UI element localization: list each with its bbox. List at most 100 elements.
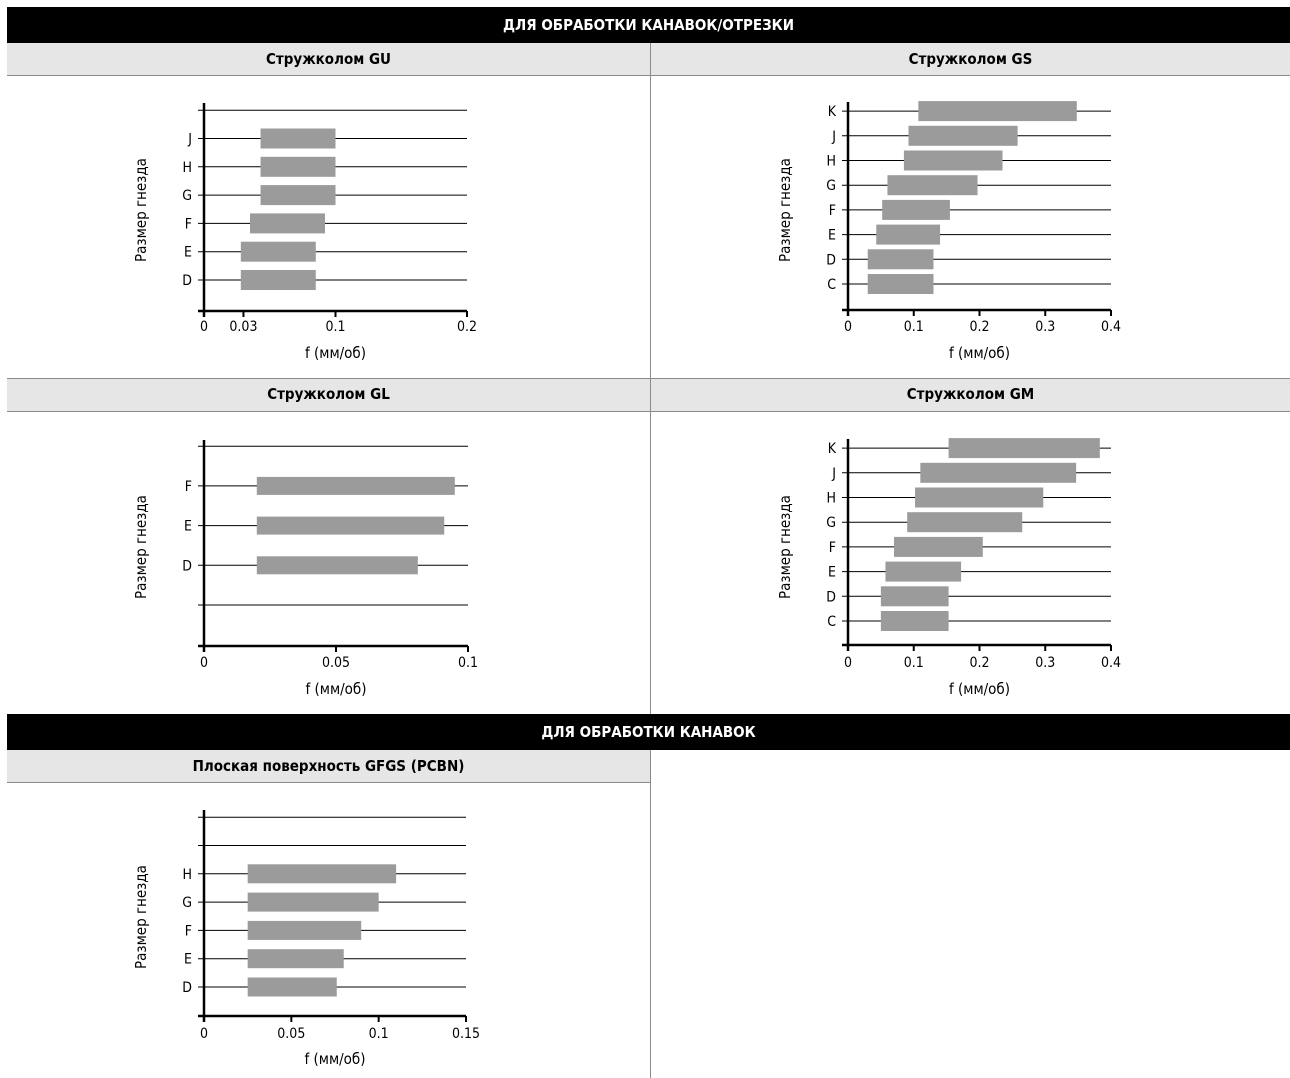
slot-label: C (827, 277, 836, 293)
chart-gl: D E F 0 0.05 0.1 f (мм/об) Размер гнезда (132, 440, 478, 698)
bar-c (880, 611, 949, 631)
panel-title: Стружколом GU (266, 50, 391, 68)
section-band-label: ДЛЯ ОБРАБОТКИ КАНАВОК (541, 723, 756, 741)
bar-j (908, 125, 1018, 146)
section-band-grooving: ДЛЯ ОБРАБОТКИ КАНАВОК (7, 714, 1290, 750)
x-tick-label: 0.1 (369, 1026, 389, 1042)
x-axis-label: f (мм/об) (949, 680, 1010, 698)
x-tick-label: 0 (200, 319, 208, 335)
slot-label: G (182, 895, 192, 911)
panel-header-gm: Стружколом GM (651, 378, 1290, 411)
bar-f (256, 476, 455, 495)
slot-label: C (827, 614, 836, 630)
section-band-label: ДЛЯ ОБРАБОТКИ КАНАВОК/ОТРЕЗКИ (503, 16, 794, 34)
x-tick-label: 0.15 (452, 1026, 480, 1042)
panel-title: Стружколом GS (908, 50, 1033, 68)
x-axis-label: f (мм/об) (305, 680, 366, 698)
divider (7, 782, 650, 783)
bar-g (260, 185, 336, 206)
slot-label: G (826, 178, 836, 194)
x-tick-label: 0.3 (1035, 319, 1055, 335)
bar-f (882, 199, 950, 220)
divider (7, 378, 1290, 379)
x-tick-label: 0.05 (322, 655, 350, 671)
x-tick-label: 0.03 (229, 319, 257, 335)
bar-k (918, 101, 1077, 122)
y-axis-label: Размер гнезда (776, 158, 794, 262)
divider (7, 75, 1290, 76)
bar-g (247, 892, 379, 912)
y-axis-label: Размер гнезда (132, 158, 150, 262)
x-tick-label: 0.1 (904, 655, 924, 671)
slot-label: F (185, 479, 192, 495)
panel-title: Стружколом GM (906, 385, 1035, 403)
y-axis-label: Размер гнезда (132, 865, 150, 969)
slot-label: J (831, 129, 836, 145)
bar-f (250, 213, 325, 234)
slot-label: H (183, 867, 192, 883)
slot-label: E (184, 245, 192, 261)
x-axis-label: f (мм/об) (304, 1050, 365, 1068)
slot-label: F (829, 203, 836, 219)
bar-e (876, 224, 941, 245)
divider (650, 750, 651, 1078)
slot-label: F (829, 540, 836, 556)
bar-d (240, 270, 316, 290)
slot-label: J (187, 132, 192, 148)
x-tick-label: 0.1 (325, 319, 345, 335)
section-band-grooving-parting: ДЛЯ ОБРАБОТКИ КАНАВОК/ОТРЕЗКИ (7, 7, 1290, 43)
slot-label: J (831, 466, 836, 482)
x-tick-label: 0.1 (904, 319, 924, 335)
slot-label: H (183, 160, 192, 176)
y-axis-label: Размер гнезда (776, 495, 794, 599)
slot-label: H (827, 154, 836, 170)
bar-g (887, 175, 978, 196)
bar-h (915, 487, 1044, 508)
slot-label: D (182, 558, 192, 574)
bar-g (907, 512, 1023, 533)
slot-label: E (828, 228, 836, 244)
divider (7, 411, 1290, 412)
bar-e (247, 949, 344, 969)
panel-header-gu: Стружколом GU (7, 43, 650, 75)
panel-header-gl: Стружколом GL (7, 378, 650, 411)
panel-header-gs: Стружколом GS (651, 43, 1290, 75)
x-tick-label: 0.4 (1101, 319, 1121, 335)
panel-header-gfgs: Плоская поверхность GFGS (PCBN) (7, 750, 650, 782)
x-tick-label: 0 (844, 655, 852, 671)
bar-h (903, 150, 1003, 171)
slot-label: K (828, 441, 837, 457)
bar-j (260, 128, 336, 149)
slot-label: D (182, 980, 192, 996)
bar-d (867, 249, 934, 270)
bar-d (256, 556, 418, 575)
x-tick-label: 0 (844, 319, 852, 335)
bar-d (880, 586, 949, 607)
slot-label: D (826, 252, 836, 268)
bar-f (894, 536, 983, 557)
slot-label: F (185, 216, 192, 232)
bar-j (920, 462, 1077, 483)
x-axis-label: f (мм/об) (305, 344, 366, 362)
panel-title: Стружколом GL (267, 385, 390, 403)
x-tick-label: 0 (200, 655, 208, 671)
slot-label: E (184, 952, 192, 968)
x-tick-label: 0.3 (1035, 655, 1055, 671)
bar-e (240, 241, 316, 262)
bar-d (247, 977, 337, 997)
bar-e (885, 561, 962, 582)
x-tick-label: 0.1 (458, 655, 478, 671)
y-axis-label: Размер гнезда (132, 495, 150, 599)
bar-k (948, 438, 1100, 459)
slot-label: K (828, 104, 837, 120)
panel-title: Плоская поверхность GFGS (PCBN) (192, 757, 465, 775)
x-tick-label: 0.2 (969, 655, 989, 671)
slot-label: G (826, 515, 836, 531)
x-tick-label: 0.2 (969, 319, 989, 335)
slot-label: D (826, 589, 836, 605)
x-tick-label: 0.2 (457, 319, 477, 335)
bar-h (260, 156, 336, 177)
bar-f (247, 920, 362, 940)
